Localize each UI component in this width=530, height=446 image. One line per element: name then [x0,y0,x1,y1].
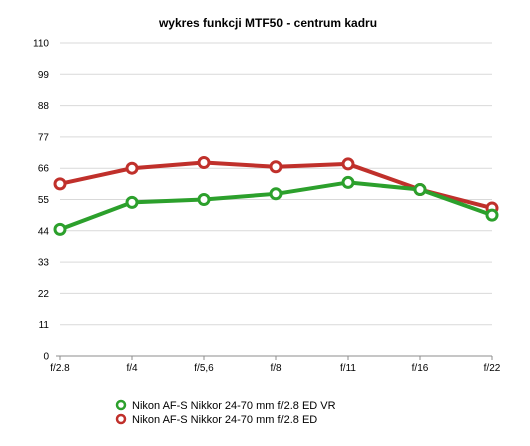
legend: Nikon AF-S Nikkor 24-70 mm f/2.8 ED VR Ni… [115,399,336,426]
y-tick-label: 0 [43,352,49,363]
chart-title: wykres funkcji MTF50 - centrum kadru [158,16,377,30]
y-tick-label: 33 [38,258,50,269]
legend-marker [115,399,127,411]
data-point [485,208,499,222]
data-point [125,195,139,209]
x-tick-label: f/2.8 [50,363,70,374]
y-tick-label: 110 [33,39,49,50]
legend-label: Nikon AF-S Nikkor 24-70 mm f/2.8 ED VR [132,400,336,412]
axis-layer: 0 11 22 33 44 55 66 77 88 99 110 f/2.8 f/4 f/5,6 f/8 f/… [33,39,501,375]
legend-item: Nikon AF-S Nikkor 24-70 mm f/2.8 ED [115,413,317,426]
data-point [125,161,139,175]
y-tick-label: 22 [38,289,50,300]
x-tick-label: f/5,6 [194,363,214,374]
y-tick-label: 11 [39,320,50,331]
x-tick-label: f/16 [412,363,429,374]
data-point [197,193,211,206]
grid-layer [60,42,492,326]
data-point [341,157,355,171]
y-tick-label: 77 [38,132,50,143]
legend-marker [115,413,127,425]
y-tick-label: 99 [38,70,50,81]
y-tick-label: 88 [38,101,50,112]
data-point [341,175,355,189]
legend-item: Nikon AF-S Nikkor 24-70 mm f/2.8 ED VR [115,399,336,412]
y-tick-label: 44 [38,226,50,237]
legend-label: Nikon AF-S Nikkor 24-70 mm f/2.8 ED [132,414,317,426]
x-tick-label: f/8 [270,363,282,374]
x-tick-label: f/11 [340,363,356,374]
data-point [197,156,211,170]
x-tick-label: f/22 [484,363,501,374]
x-tick-label: f/4 [126,363,138,374]
data-point [269,160,283,174]
data-point [53,177,67,191]
data-point [53,222,67,236]
series-layer [53,156,499,236]
series-1 [53,175,499,236]
data-point [269,187,283,201]
y-tick-label: 55 [38,195,50,206]
y-tick-label: 66 [38,164,50,175]
data-point [413,183,427,197]
